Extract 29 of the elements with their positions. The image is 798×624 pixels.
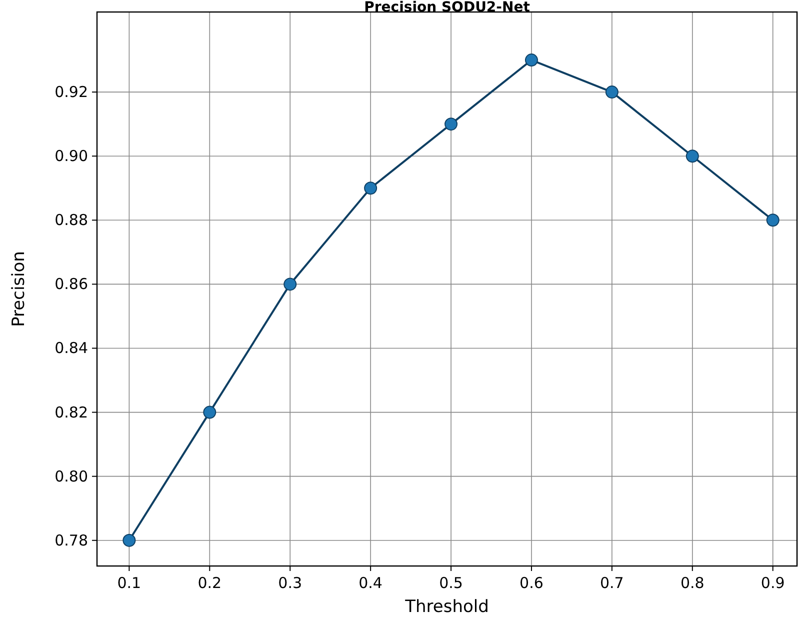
x-tick-label: 0.8 [680,574,704,592]
y-tick-label: 0.88 [54,211,88,230]
x-tick-label: 0.1 [117,574,142,592]
x-tick-label: 0.6 [520,574,544,592]
point [364,182,378,195]
point [122,534,136,547]
x-tick-label: 0.5 [439,574,463,592]
x-axis-title: Threshold [404,597,489,617]
x-tick-label: 0.9 [760,574,785,592]
x-tick-label: 0.3 [278,574,302,592]
y-tick-label: 0.78 [54,531,88,550]
x-tick-label: 0.7 [600,574,624,592]
y-axis-title: Precision [9,251,29,327]
x-tick-label: 0.2 [198,574,222,592]
x-tick-label: 0.4 [358,574,382,592]
y-tick-label: 0.90 [54,147,88,166]
y-tick-label: 0.80 [54,467,88,486]
y-tick-label: 0.82 [54,403,88,422]
chart-title: Precision SODU2-Net [364,0,530,16]
point [766,214,780,227]
point [524,54,538,67]
y-tick-label: 0.92 [54,83,88,102]
y-tick-label: 0.86 [54,275,88,294]
point [605,86,618,99]
point [284,278,297,291]
point [444,118,458,131]
y-tick-label: 0.84 [54,339,88,358]
point [203,406,216,419]
point [686,150,699,163]
